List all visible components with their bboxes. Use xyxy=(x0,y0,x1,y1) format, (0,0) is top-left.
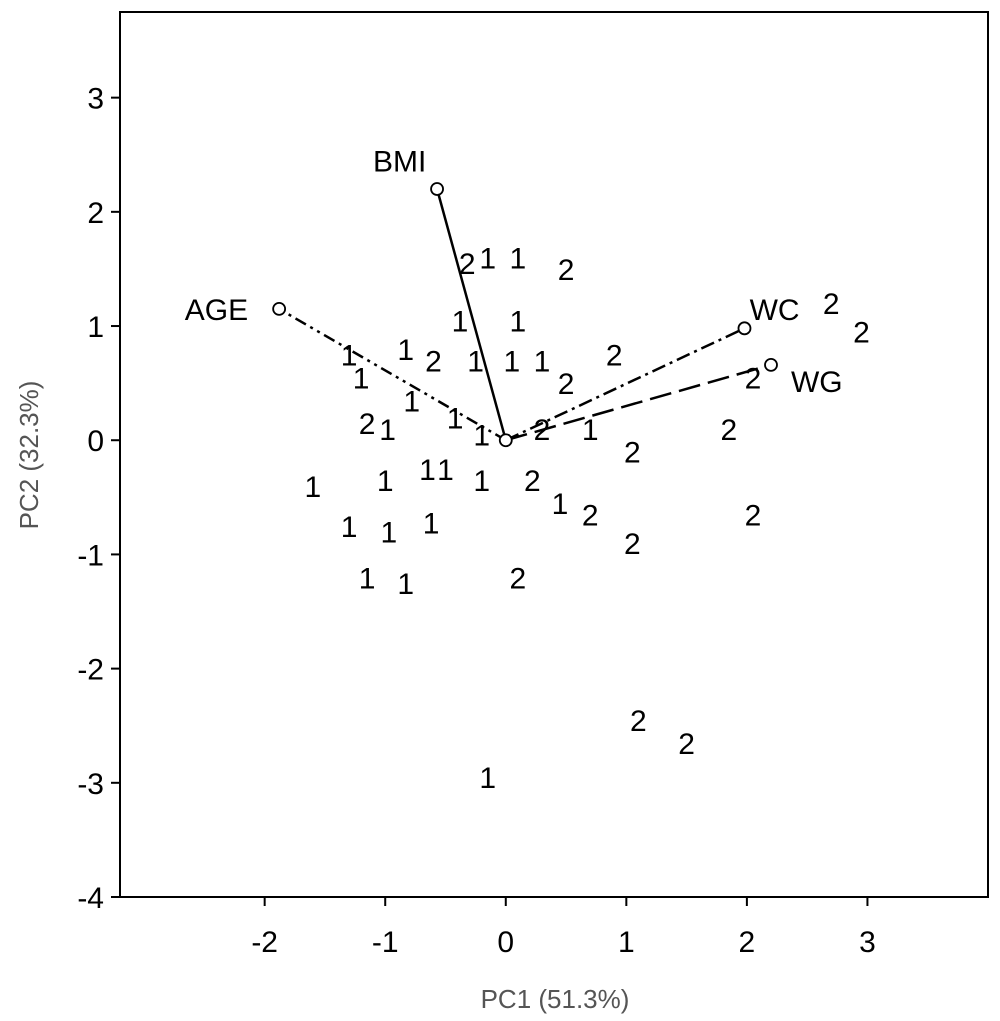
vector-line-wc xyxy=(505,327,746,442)
data-point-20: 1 xyxy=(509,243,526,276)
vector-line-bmi xyxy=(435,188,507,441)
x-tick-label-0: -2 xyxy=(251,926,278,959)
y-tick-label-1: 2 xyxy=(87,197,104,230)
data-point-36: 2 xyxy=(624,437,641,470)
y-tick-label-2: 1 xyxy=(87,311,104,344)
data-point-19: 1 xyxy=(479,243,496,276)
data-point-15: 1 xyxy=(423,507,440,540)
x-axis-title: PC1 (51.3%) xyxy=(481,984,630,1014)
data-point-10: 1 xyxy=(397,334,414,367)
y-axis-title: PC2 (32.3%) xyxy=(14,381,44,530)
data-point-40: 2 xyxy=(745,362,762,395)
data-point-29: 2 xyxy=(534,414,551,447)
data-point-30: 1 xyxy=(582,414,599,447)
vector-line-age xyxy=(278,307,507,442)
data-point-31: 1 xyxy=(473,465,490,498)
data-point-43: 2 xyxy=(630,705,647,738)
data-point-27: 2 xyxy=(606,340,623,373)
vector-tip-age xyxy=(272,302,287,316)
data-point-16: 1 xyxy=(447,402,464,435)
x-tick-label-4: 2 xyxy=(739,926,756,959)
data-point-37: 2 xyxy=(509,562,526,595)
loading-vectors: BMI AGE WC WG xyxy=(185,145,843,448)
y-tick-label-7: -4 xyxy=(77,882,104,915)
data-point-4: 1 xyxy=(379,414,396,447)
x-tick-label-3: 1 xyxy=(618,926,635,959)
y-tick-label-3: 0 xyxy=(87,425,104,458)
y-tick-label-0: 3 xyxy=(87,83,104,116)
data-point-42: 2 xyxy=(853,317,870,350)
data-point-18: 2 xyxy=(459,248,476,281)
data-point-33: 1 xyxy=(552,488,569,521)
vector-label-age: AGE xyxy=(185,294,248,327)
data-point-1: 1 xyxy=(341,340,358,373)
data-point-8: 1 xyxy=(359,562,376,595)
vector-tip-bmi xyxy=(430,182,444,196)
y-tick-label-6: -3 xyxy=(77,768,104,801)
data-point-3: 2 xyxy=(359,408,376,441)
data-point-0: 1 xyxy=(305,471,322,504)
vector-label-wg: WG xyxy=(791,366,843,399)
vector-label-bmi: BMI xyxy=(373,145,426,178)
data-point-14: 1 xyxy=(437,454,454,487)
data-point-32: 2 xyxy=(524,465,541,498)
data-point-44: 2 xyxy=(678,728,695,761)
x-tick-label-2: 0 xyxy=(497,926,514,959)
vector-tip-wc xyxy=(737,321,752,336)
data-point-7: 1 xyxy=(380,517,397,550)
data-point-2: 1 xyxy=(353,362,370,395)
data-point-21: 1 xyxy=(509,305,526,338)
y-tick-label-4: -1 xyxy=(77,539,104,572)
data-point-17: 1 xyxy=(452,305,469,338)
data-point-24: 1 xyxy=(534,345,551,378)
origin-marker xyxy=(498,433,513,448)
data-point-12: 2 xyxy=(425,345,442,378)
data-point-25: 2 xyxy=(558,254,575,287)
data-point-5: 1 xyxy=(377,465,394,498)
vector-line-wg xyxy=(505,363,772,442)
x-tick-label-1: -1 xyxy=(372,926,399,959)
data-point-23: 1 xyxy=(503,345,520,378)
data-point-13: 1 xyxy=(419,454,436,487)
data-point-28: 1 xyxy=(473,420,490,453)
vector-tip-wg xyxy=(764,357,778,372)
data-point-6: 1 xyxy=(341,511,358,544)
data-point-22: 1 xyxy=(467,345,484,378)
data-point-35: 2 xyxy=(624,528,641,561)
data-point-39: 2 xyxy=(745,499,762,532)
data-point-9: 1 xyxy=(397,568,414,601)
data-point-34: 2 xyxy=(582,499,599,532)
vector-label-wc: WC xyxy=(750,294,800,327)
plot-frame xyxy=(119,11,989,898)
y-tick-label-5: -2 xyxy=(77,654,104,687)
x-tick-label-5: 3 xyxy=(859,926,876,959)
data-point-11: 1 xyxy=(403,385,420,418)
data-point-38: 2 xyxy=(720,414,737,447)
data-point-26: 2 xyxy=(558,368,575,401)
data-point-45: 1 xyxy=(479,762,496,795)
data-point-41: 2 xyxy=(823,288,840,321)
